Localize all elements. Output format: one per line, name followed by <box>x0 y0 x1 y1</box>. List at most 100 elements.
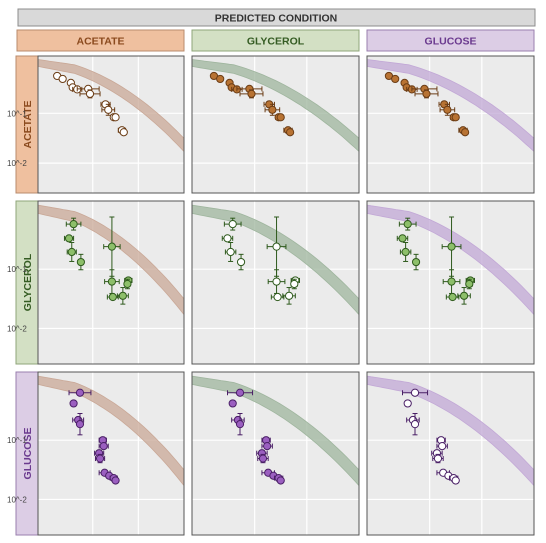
data-point <box>75 388 85 397</box>
data-point <box>228 220 237 229</box>
data-point <box>235 388 245 397</box>
data-point <box>290 279 299 289</box>
data-point <box>447 242 456 251</box>
data-point <box>422 89 431 98</box>
panel-0-0: 10^-1 10^-2 <box>7 55 185 194</box>
data-point <box>75 420 85 429</box>
data-point <box>108 292 117 302</box>
col-label-2: GLUCOSE <box>425 36 477 48</box>
data-point <box>403 220 412 229</box>
data-point <box>276 476 285 485</box>
data-point <box>398 234 407 243</box>
prediction-band <box>38 204 184 316</box>
data-point <box>104 105 113 114</box>
prediction-band <box>192 204 359 316</box>
data-point <box>459 291 469 300</box>
panel-1-1 <box>191 200 360 365</box>
data-point <box>226 247 235 257</box>
data-point <box>461 128 470 137</box>
data-point <box>228 399 237 408</box>
data-point <box>76 257 85 267</box>
col-strip-bg-1 <box>191 29 360 52</box>
row-label-0: ACETATE <box>22 100 34 148</box>
panel-0-2 <box>366 55 535 194</box>
panel-border <box>366 55 535 194</box>
col-label-1: GLYCEROL <box>247 36 305 48</box>
col-strip-bg-0 <box>16 29 185 52</box>
prediction-band <box>192 375 359 487</box>
data-point <box>272 242 281 251</box>
prediction-band <box>192 59 359 153</box>
data-point <box>69 220 78 229</box>
data-point <box>67 247 76 257</box>
y-tick-label: 10^-1 <box>7 436 27 445</box>
panel-border <box>191 371 360 536</box>
panel-1-2 <box>366 200 535 365</box>
data-point <box>111 476 120 485</box>
data-point <box>64 234 74 243</box>
data-point <box>443 105 452 114</box>
panel-border <box>37 200 185 365</box>
data-point <box>247 89 256 98</box>
data-point <box>411 257 421 267</box>
panel-border <box>37 371 185 536</box>
data-point <box>258 454 268 463</box>
prediction-band <box>38 375 184 487</box>
panel-1-0: 10^-1 10^-2 <box>7 200 185 365</box>
panel-2-2 <box>366 371 535 536</box>
y-tick-label: 10^-2 <box>7 159 27 168</box>
panel-border <box>366 371 535 536</box>
row-label-2: GLUCOSE <box>22 428 34 480</box>
header-title: PREDICTED CONDITION <box>215 13 338 25</box>
data-point <box>276 113 285 122</box>
panels-group: 10^-1 10^-2 10^-1 10^-2 10^-1 10^-2 <box>7 55 535 536</box>
data-point <box>107 277 117 286</box>
data-point <box>403 399 412 408</box>
data-point <box>401 247 410 257</box>
col-strip-bg-2 <box>366 29 535 52</box>
data-point <box>284 291 294 300</box>
data-point <box>58 74 67 84</box>
row-header-1: GLYCEROL <box>15 200 39 365</box>
data-point <box>465 279 474 289</box>
y-tick-label: 10^-2 <box>7 495 27 504</box>
data-point <box>451 113 460 122</box>
data-point <box>433 454 443 463</box>
y-tick-label: 10^-2 <box>7 324 27 333</box>
data-point <box>273 292 282 302</box>
data-point <box>119 128 128 137</box>
data-point <box>410 420 420 429</box>
col-label-0: ACETATE <box>76 36 124 48</box>
data-point <box>448 292 457 302</box>
data-point <box>216 74 225 84</box>
data-point <box>69 399 78 408</box>
data-point <box>85 89 95 98</box>
panel-0-1 <box>191 55 360 194</box>
data-point <box>235 420 245 429</box>
prediction-band <box>367 59 534 153</box>
prediction-band <box>367 204 534 316</box>
column-header-1: GLYCEROL <box>191 29 360 52</box>
data-point <box>107 242 117 251</box>
row-header-2: GLUCOSE <box>15 371 39 536</box>
row-header-0: ACETATE <box>15 55 39 194</box>
panel-border <box>37 55 185 194</box>
data-point <box>391 74 400 84</box>
header-strip: PREDICTED CONDITION <box>17 8 536 27</box>
data-point <box>123 279 132 289</box>
y-tick-label: 10^-1 <box>7 109 27 118</box>
data-point <box>286 128 295 137</box>
data-point <box>272 277 281 286</box>
data-point <box>99 441 108 451</box>
data-point <box>111 113 120 122</box>
prediction-band <box>367 375 534 487</box>
data-point <box>451 476 460 485</box>
y-tick-label: 10^-1 <box>7 265 27 274</box>
prediction-band <box>38 59 184 153</box>
data-point <box>95 454 105 463</box>
data-point <box>438 441 447 451</box>
data-point <box>118 291 127 300</box>
data-point <box>268 105 277 114</box>
data-point <box>223 234 232 243</box>
